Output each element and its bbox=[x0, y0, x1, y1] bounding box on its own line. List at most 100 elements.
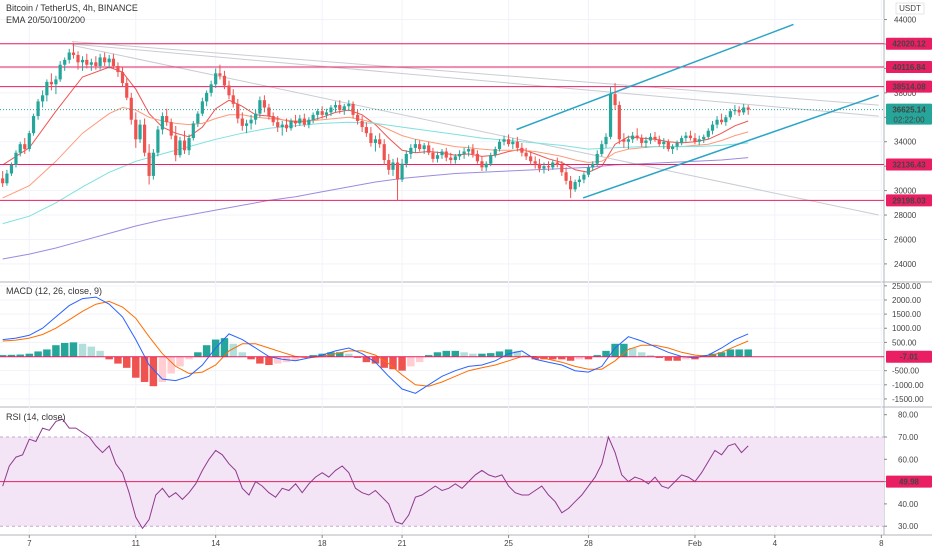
candle-body bbox=[147, 152, 151, 176]
candle-body bbox=[404, 153, 408, 164]
candle-body bbox=[453, 156, 457, 161]
macd-histogram-bar bbox=[469, 353, 477, 357]
candle-body bbox=[413, 144, 417, 148]
time-tick-label: 18 bbox=[318, 539, 327, 548]
macd-histogram-bar bbox=[105, 356, 113, 360]
trend-line[interactable] bbox=[71, 41, 879, 106]
candle-body bbox=[293, 120, 298, 124]
candle-body bbox=[45, 81, 49, 96]
macd-histogram-bar bbox=[96, 350, 104, 357]
candle-body bbox=[316, 111, 320, 115]
macd-histogram-bar bbox=[34, 351, 42, 357]
candle-body bbox=[497, 141, 502, 150]
macd-histogram-bar bbox=[646, 355, 655, 357]
macd-histogram-bar bbox=[202, 345, 211, 357]
macd-histogram-bar bbox=[558, 356, 566, 360]
candle-body bbox=[471, 149, 475, 154]
macd-histogram-bar bbox=[87, 346, 96, 357]
time-tick-label: 11 bbox=[132, 539, 141, 548]
macd-histogram-bar bbox=[424, 355, 433, 357]
candle-body bbox=[515, 141, 519, 148]
candle-body bbox=[23, 144, 27, 150]
candle-body bbox=[586, 167, 591, 175]
ema-legend: EMA 20/50/100/200 bbox=[6, 15, 85, 25]
candle-body bbox=[307, 119, 311, 125]
time-tick-label: 14 bbox=[211, 539, 220, 548]
level-price-label: 40116.84 bbox=[893, 63, 926, 72]
candle-body bbox=[569, 180, 573, 190]
macd-histogram-bar bbox=[238, 352, 247, 357]
macd-histogram-bar bbox=[336, 352, 344, 357]
currency-label: USDT bbox=[899, 4, 921, 13]
price-tick-label: 30000 bbox=[894, 187, 917, 196]
candle-body bbox=[378, 139, 382, 145]
candle-body bbox=[467, 149, 471, 152]
macd-histogram-bar bbox=[602, 350, 610, 357]
candle-body bbox=[196, 113, 200, 124]
candle-body bbox=[427, 145, 431, 153]
candle-body bbox=[364, 127, 368, 134]
channel-line[interactable] bbox=[516, 23, 794, 131]
candle-body bbox=[533, 161, 537, 164]
candle-body bbox=[14, 152, 18, 165]
candle-body bbox=[80, 59, 85, 63]
macd-histogram-bar bbox=[407, 356, 415, 367]
symbol-title: Bitcoin / TetherUS, 4h, BINANCE bbox=[6, 3, 138, 13]
macd-tick-label: -1000.00 bbox=[892, 381, 924, 390]
candle-body bbox=[311, 114, 315, 120]
candle-body bbox=[431, 152, 435, 159]
macd-histogram-bar bbox=[220, 338, 229, 357]
candle-body bbox=[1, 178, 5, 184]
channel-line[interactable] bbox=[582, 94, 879, 199]
candle-body bbox=[5, 173, 9, 184]
candle-body bbox=[653, 136, 657, 140]
candle-body bbox=[160, 116, 165, 130]
candle-body bbox=[49, 81, 53, 85]
candle-body bbox=[560, 164, 564, 173]
macd-histogram-bar bbox=[620, 343, 628, 357]
candle-body bbox=[582, 174, 586, 180]
candle-body bbox=[600, 144, 604, 154]
macd-tick-label: 2000.00 bbox=[892, 296, 921, 305]
candle-body bbox=[422, 145, 426, 150]
candle-body bbox=[89, 62, 93, 65]
trend-line[interactable] bbox=[71, 44, 879, 216]
macd-histogram-bar bbox=[60, 342, 69, 357]
candle-body bbox=[227, 85, 231, 96]
macd-histogram-bar bbox=[78, 343, 87, 357]
macd-histogram-bar bbox=[185, 356, 193, 360]
macd-histogram-bar bbox=[655, 356, 663, 358]
rsi-tick-label: 80.00 bbox=[898, 411, 919, 420]
candle-body bbox=[342, 106, 346, 110]
candle-body bbox=[595, 153, 599, 164]
macd-value-badge bbox=[886, 350, 932, 363]
macd-histogram-bar bbox=[744, 349, 752, 357]
candle-body bbox=[449, 157, 453, 161]
macd-histogram-bar bbox=[673, 356, 681, 361]
macd-histogram-bar bbox=[345, 353, 353, 357]
candle-body bbox=[520, 147, 524, 153]
macd-histogram-bar bbox=[247, 356, 255, 360]
price-tick-label: 38000 bbox=[894, 89, 917, 98]
candle-body bbox=[333, 105, 338, 108]
macd-histogram-bar bbox=[291, 356, 300, 361]
time-tick-label: 4 bbox=[773, 539, 778, 548]
candle-body bbox=[116, 65, 120, 73]
macd-histogram-bar bbox=[371, 356, 380, 364]
trend-line[interactable] bbox=[71, 43, 879, 117]
macd-histogram-bar bbox=[611, 343, 619, 357]
macd-histogram-bar bbox=[726, 349, 735, 357]
candle-body bbox=[493, 149, 497, 156]
candle-body bbox=[702, 136, 706, 140]
macd-histogram-bar bbox=[566, 356, 575, 361]
candle-body bbox=[18, 144, 22, 153]
price-tick-label: 24000 bbox=[894, 260, 917, 269]
candle-body bbox=[529, 156, 533, 162]
candle-body bbox=[480, 161, 484, 168]
candle-body bbox=[169, 122, 173, 136]
macd-histogram-bar bbox=[433, 352, 442, 357]
candle-body bbox=[54, 79, 58, 85]
macd-histogram-bar bbox=[353, 356, 362, 358]
candle-body bbox=[103, 57, 107, 63]
